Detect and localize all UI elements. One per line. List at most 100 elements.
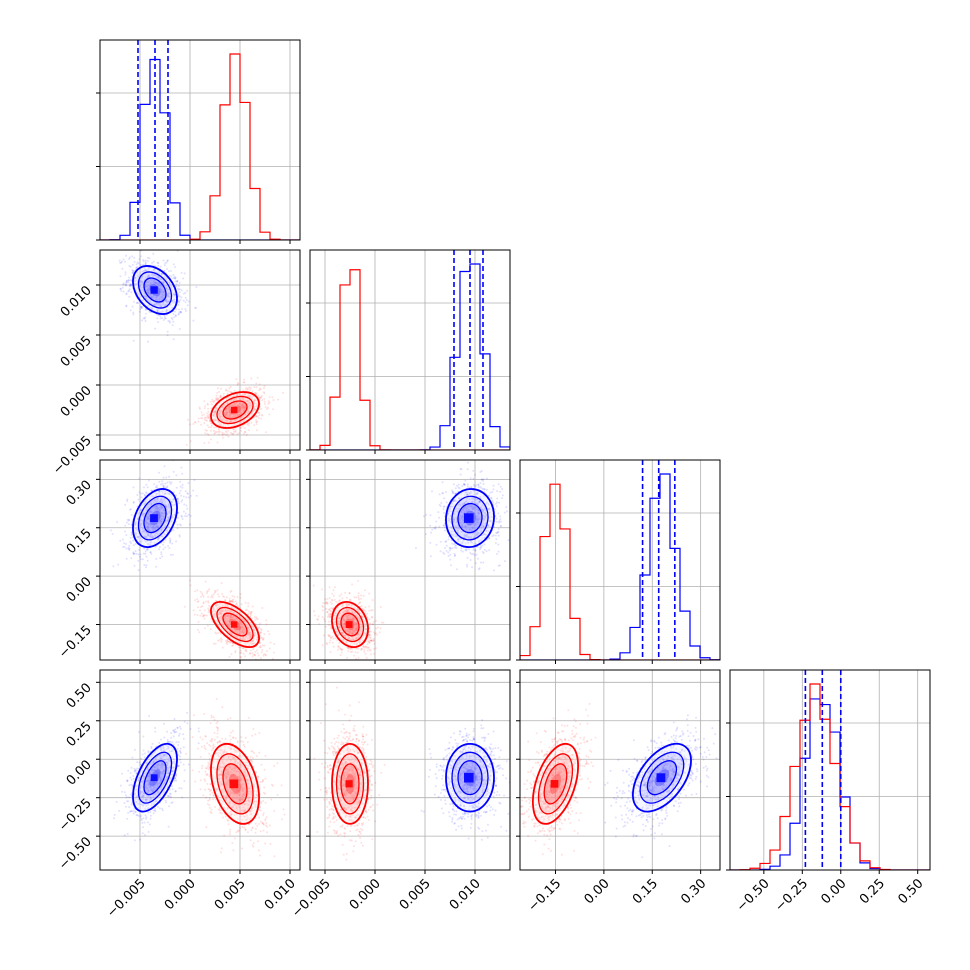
scatter-point [125,281,128,284]
scatter-point [147,513,149,515]
scatter-point [159,315,162,318]
scatter-point [240,621,242,624]
scatter-point [245,643,248,646]
scatter-point [245,624,248,627]
scatter-point [189,423,192,426]
scatter-point [245,399,248,402]
scatter-point [214,642,217,645]
scatter-point [219,416,222,419]
scatter-point [339,654,342,657]
scatter-point [202,595,205,598]
scatter-point [137,535,140,538]
scatter-point [235,635,238,637]
scatter-point [213,413,216,416]
scatter-point [147,505,150,508]
scatter-point [242,404,245,407]
scatter-point [156,310,159,312]
scatter-point [249,387,252,389]
scatter-point [122,258,125,261]
histogram-series-0 [100,58,300,240]
scatter-point [167,295,170,297]
scatter-point [146,526,149,529]
scatter-point [126,500,129,502]
scatter-point [141,538,143,541]
scatter-point [249,614,252,617]
scatter-point [238,421,241,424]
scatter-point [155,507,158,510]
scatter-point [232,432,235,435]
scatter-point [143,547,146,550]
scatter-point [209,429,212,432]
scatter-point [242,408,245,411]
scatter-point [229,601,231,603]
scatter-point [221,609,223,612]
scatter-point [230,610,233,613]
scatter-point [226,622,229,625]
scatter-point [182,299,185,302]
scatter-point [239,649,242,652]
scatter-point [172,529,175,532]
scatter-point [171,292,174,295]
scatter-point [471,566,474,569]
scatter-point [127,290,130,293]
scatter-point [238,396,241,399]
scatter-point [236,383,239,386]
scatter-point [218,431,221,433]
scatter-point [246,412,249,415]
scatter-point [263,387,266,390]
scatter-point [468,548,471,551]
scatter-point [234,402,237,405]
scatter-point [166,516,169,519]
scatter-point [234,397,236,400]
scatter-point [169,539,172,542]
scatter-point [213,432,216,435]
scatter-point [119,261,121,264]
scatter-point [235,639,238,642]
scatter-point [156,282,159,285]
scatter-point [237,382,240,385]
scatter-point [142,263,145,266]
scatter-point [124,260,127,263]
scatter-point [445,540,448,543]
scatter-point [144,316,147,319]
scatter-point [232,404,235,406]
scatter-point [157,538,160,541]
scatter-point [249,404,252,407]
scatter-point [252,639,254,642]
scatter-point [143,503,146,506]
scatter-point [143,564,146,566]
scatter-point [156,526,159,529]
scatter-point [216,407,218,410]
scatter-point [219,418,222,421]
scatter-point [225,411,228,414]
scatter-point [249,637,252,640]
scatter-point [199,606,202,608]
scatter-point [141,492,144,495]
scatter-point [146,517,149,520]
scatter-point [219,416,222,419]
scatter-point [132,271,135,274]
scatter-point [192,609,195,612]
scatter-point [239,651,242,654]
scatter-point [238,393,241,396]
scatter-point [153,527,156,530]
scatter-point [218,422,221,424]
scatter-point [244,406,247,409]
scatter-point [159,520,162,523]
scatter-point [168,505,170,508]
scatter-point [156,276,159,279]
scatter-point [229,400,232,403]
scatter-point [144,263,147,266]
scatter-point [168,321,171,324]
scatter-point [214,590,217,593]
scatter-point [129,508,131,511]
scatter-point [180,271,183,274]
scatter-point [144,494,147,497]
scatter-point [225,411,228,414]
scatter-point [255,638,258,641]
scatter-point [167,519,170,522]
scatter-point [258,389,261,392]
scatter-point [146,543,149,546]
scatter-point [156,498,159,501]
scatter-point [244,388,247,391]
